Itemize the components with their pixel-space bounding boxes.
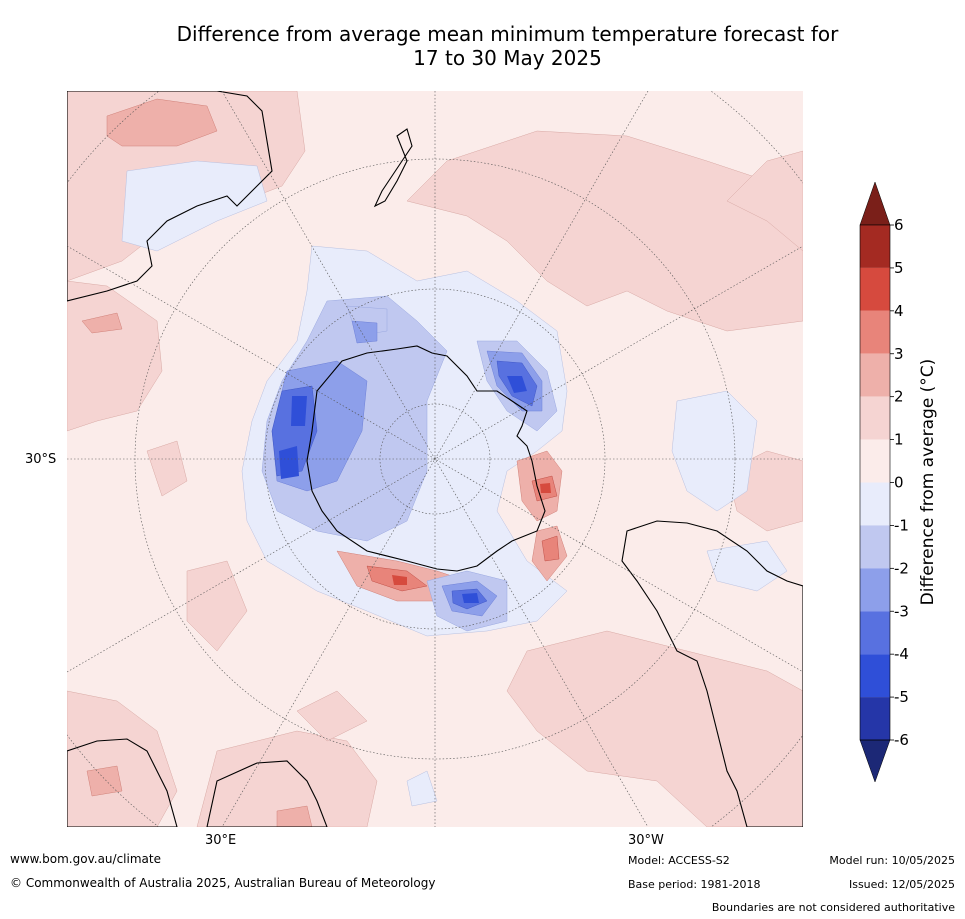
- colorbar-tick-label: 4: [894, 302, 904, 320]
- madagascar-coastline: [206, 760, 328, 827]
- colorbar-tick-label: 0: [894, 474, 904, 492]
- colorbar-tick-label: 6: [894, 216, 904, 234]
- colorbar-tick-label: -4: [894, 645, 909, 663]
- colorbar-band: [860, 310, 890, 354]
- colorbar-band: [860, 697, 890, 740]
- colorbar-title: Difference from average (°C): [918, 358, 938, 606]
- antarctica-coastline: [306, 345, 546, 572]
- lat-label-30s: 30°S: [25, 452, 57, 467]
- colorbar-band: [860, 482, 890, 526]
- lon-label-30e: 30°E: [205, 833, 237, 848]
- coastlines: [67, 91, 803, 827]
- anomaly-4-5-regions: [392, 483, 551, 585]
- colorbar-band: [860, 525, 890, 569]
- graticule: [67, 91, 803, 827]
- issued-text: Issued: 12/05/2025: [848, 878, 955, 891]
- colorbar-band: [860, 654, 890, 698]
- disclaimer-text: Boundaries are not considered authoritat…: [711, 901, 955, 914]
- anomaly-1-2-regions: [67, 91, 803, 827]
- colorbar-band: [860, 439, 890, 483]
- colorbar-tick-label: 5: [894, 259, 904, 277]
- colorbar-band: [860, 353, 890, 397]
- colorbar-band: [860, 267, 890, 311]
- lon-label-30w: 30°W: [628, 833, 664, 848]
- colorbar-tick-label: 2: [894, 388, 904, 406]
- australia-coastline: [67, 91, 273, 302]
- model-run-text: Model run: 10/05/2025: [829, 854, 955, 867]
- colorbar-band: [860, 611, 890, 655]
- title-line-2: 17 to 30 May 2025: [413, 46, 602, 70]
- copyright-text: © Commonwealth of Australia 2025, Austra…: [10, 876, 436, 890]
- colorbar-tick-label: 3: [894, 345, 904, 363]
- africa-coastline: [67, 738, 178, 827]
- colorbar-band: [860, 396, 890, 440]
- colorbar-ticks: 6 5 4 3 2 1 0 -1 -2 -3 -4 -5 -6: [890, 216, 909, 749]
- temperature-anomaly-map: [67, 91, 803, 827]
- colorbar-bands: [860, 225, 890, 740]
- anomaly-neg5-neg4-regions: [279, 376, 527, 603]
- website-text: www.bom.gov.au/climate: [10, 852, 161, 866]
- model-text: Model: ACCESS-S2: [628, 854, 730, 867]
- colorbar-tick-label: -2: [894, 559, 909, 577]
- colorbar-tick-label: 1: [894, 431, 904, 449]
- colorbar: 6 5 4 3 2 1 0 -1 -2 -3 -4 -5 -6: [859, 181, 909, 783]
- colorbar-extend-bottom: [859, 739, 891, 783]
- base-period-text: Base period: 1981-2018: [628, 878, 761, 891]
- chart-title: Difference from average mean minimum tem…: [0, 22, 965, 70]
- title-line-1: Difference from average mean minimum tem…: [176, 22, 839, 46]
- colorbar-tick-label: -3: [894, 602, 909, 620]
- colorbar-band: [860, 225, 890, 268]
- colorbar-tick-label: -6: [894, 731, 909, 749]
- colorbar-extend-top: [859, 181, 891, 226]
- colorbar-tick-label: -5: [894, 688, 909, 706]
- colorbar-band: [860, 568, 890, 612]
- south-america-coastline: [621, 520, 803, 827]
- colorbar-tick-label: -1: [894, 516, 909, 534]
- new-zealand-coastline: [373, 128, 413, 208]
